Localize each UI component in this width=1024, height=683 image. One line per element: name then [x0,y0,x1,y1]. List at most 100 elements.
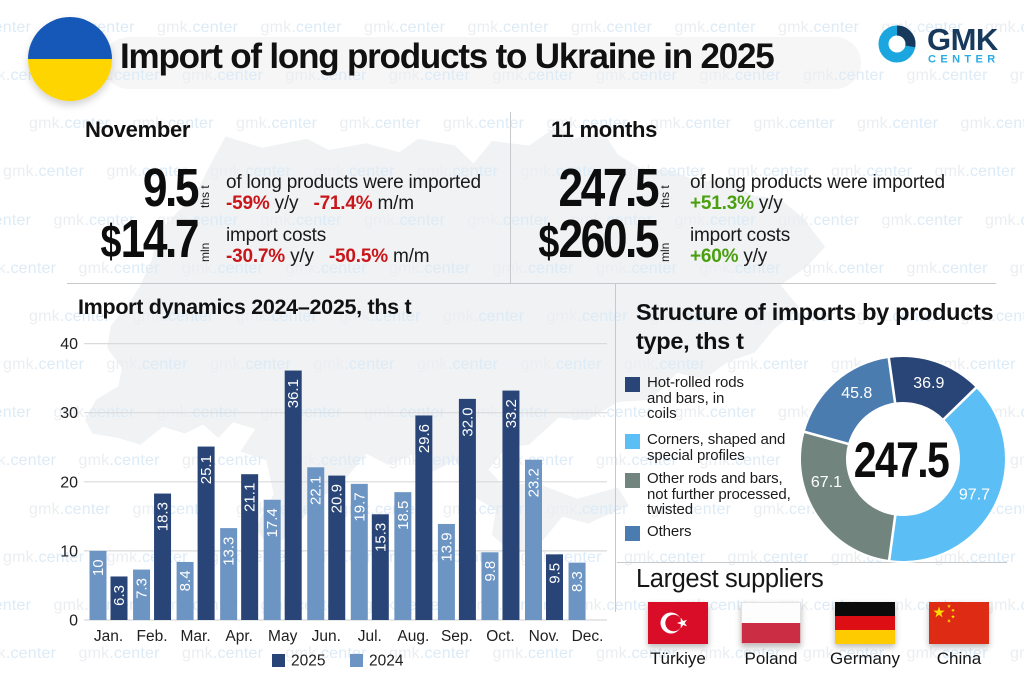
watermark-gmk: gmk [803,259,834,277]
change-part: y/y [743,245,768,267]
watermark-gmk: gmk [3,356,34,374]
watermark-center: .center [419,452,471,470]
bar-2025-Feb. [154,493,172,620]
watermark-text: gmk.center [935,163,1016,181]
watermark-text: gmk.center [907,260,988,278]
watermark-gmk: gmk [596,452,627,470]
watermark-center: .center [551,548,602,566]
watermark-gmk: gmk [339,115,371,133]
bar-value-label: 36.1 [285,379,302,408]
watermark-center: .center [0,404,32,422]
watermark-center: .center [730,452,781,470]
watermark-gmk: gmk [492,644,524,662]
watermark-center: .center [991,115,1024,133]
watermark-gmk: gmk [520,163,552,181]
watermark-center: .center [212,644,264,662]
china-small-star [947,619,951,623]
watermark-text: gmk.center [210,163,291,181]
watermark-center: .center [937,67,988,85]
watermark-text: gmk.center [728,163,809,181]
bar-value-label: 15.3 [372,523,389,552]
bar-2024-Aug. [394,492,412,620]
watermark-text: gmk.center [389,645,470,663]
watermark-gmk: gmk [29,307,60,325]
watermark-gmk: gmk [236,115,267,133]
watermark-text: gmk.center [157,19,238,37]
watermark-center: .center [861,163,913,181]
watermark-center: .center [370,115,421,133]
watermark-center: .center [1015,596,1024,614]
watermark-text: gmk.center [700,452,781,470]
watermark-gmk: gmk [106,548,138,566]
watermark-gmk: gmk [389,452,420,470]
watermark-text: gmk.center [3,356,84,374]
watermark-gmk: gmk [650,307,681,325]
watermark-gmk: gmk [236,307,267,325]
watermark-text: gmk.center [236,115,317,133]
change-part: -50.5% [328,245,388,267]
bar-value-label: 20.9 [329,484,346,513]
watermark-text: gmk.center [985,597,1024,615]
x-axis-label: Apr. [225,628,253,645]
watermark-center: .center [163,115,214,133]
bar-2025-Apr. [241,474,259,620]
watermark-gmk: gmk [53,404,85,422]
watermark-text: gmk.center [803,645,884,663]
watermark-gmk: gmk [3,163,34,181]
watermark-text: gmk.center [0,452,56,470]
watermark-gmk: gmk [210,163,241,181]
watermark-center: .center [758,163,809,181]
watermark-gmk: gmk [364,19,395,36]
watermark-center: .center [680,115,732,133]
watermark-center: .center [601,211,653,229]
watermark-text: gmk.center [182,67,263,85]
watermark-center: .center [59,307,111,325]
watermark-center: .center [0,211,32,229]
donut-segment-label: 45.8 [841,385,872,402]
x-axis-label: Oct. [486,628,514,645]
watermark-gmk: gmk [0,259,6,277]
watermark-text: gmk.center [493,645,574,663]
watermark-gmk: gmk [3,548,34,566]
watermark-text: gmk.center [596,260,677,278]
watermark-text: gmk.center [182,260,263,278]
bar-2024-May [263,499,281,620]
watermark-center: .center [419,644,471,662]
watermark-gmk: gmk [857,115,888,133]
watermark-text: gmk.center [778,19,859,37]
watermark-gmk: gmk [699,259,731,277]
watermark-center: .center [344,356,395,374]
watermark-gmk: gmk [906,259,938,277]
watermark-center: .center [33,548,85,566]
watermark-gmk: gmk [285,644,317,662]
watermark-text: gmk.center [882,212,963,230]
watermark-text: gmk.center [1010,67,1024,85]
watermark-text: gmk.center [54,212,135,230]
watermark-text: gmk.center [261,212,342,230]
watermark-gmk: gmk [906,67,938,85]
watermark-center: .center [808,211,860,229]
watermark-center: .center [394,211,446,229]
watermark-text: gmk.center [389,67,470,85]
watermark-center: .center [137,163,188,181]
watermark-text: gmk.center [133,115,214,133]
bar-2024-Dec. [568,562,586,620]
change-part: -30.7% [226,245,286,267]
watermark-gmk: gmk [727,163,759,181]
watermark-gmk: gmk [778,404,809,422]
watermark-text: gmk.center [468,19,549,37]
donut-segment-3 [804,357,896,444]
watermark-text: gmk.center [624,549,705,567]
watermark-text: gmk.center [182,645,263,663]
x-axis-label: Jun. [312,628,341,645]
watermark-text: gmk.center [571,212,652,230]
bar-value-label: 8.4 [177,570,194,591]
watermark-center: .center [758,548,809,566]
watermark-gmk: gmk [753,307,785,325]
watermark-gmk: gmk [985,596,1016,614]
y-axis-label: 40 [60,336,78,353]
stat-desc-11m-volume: of long products were imported [690,172,945,193]
bar-value-label: 18.3 [155,502,172,531]
watermark-gmk: gmk [492,67,524,85]
bar-value-label: 21.1 [242,483,259,512]
